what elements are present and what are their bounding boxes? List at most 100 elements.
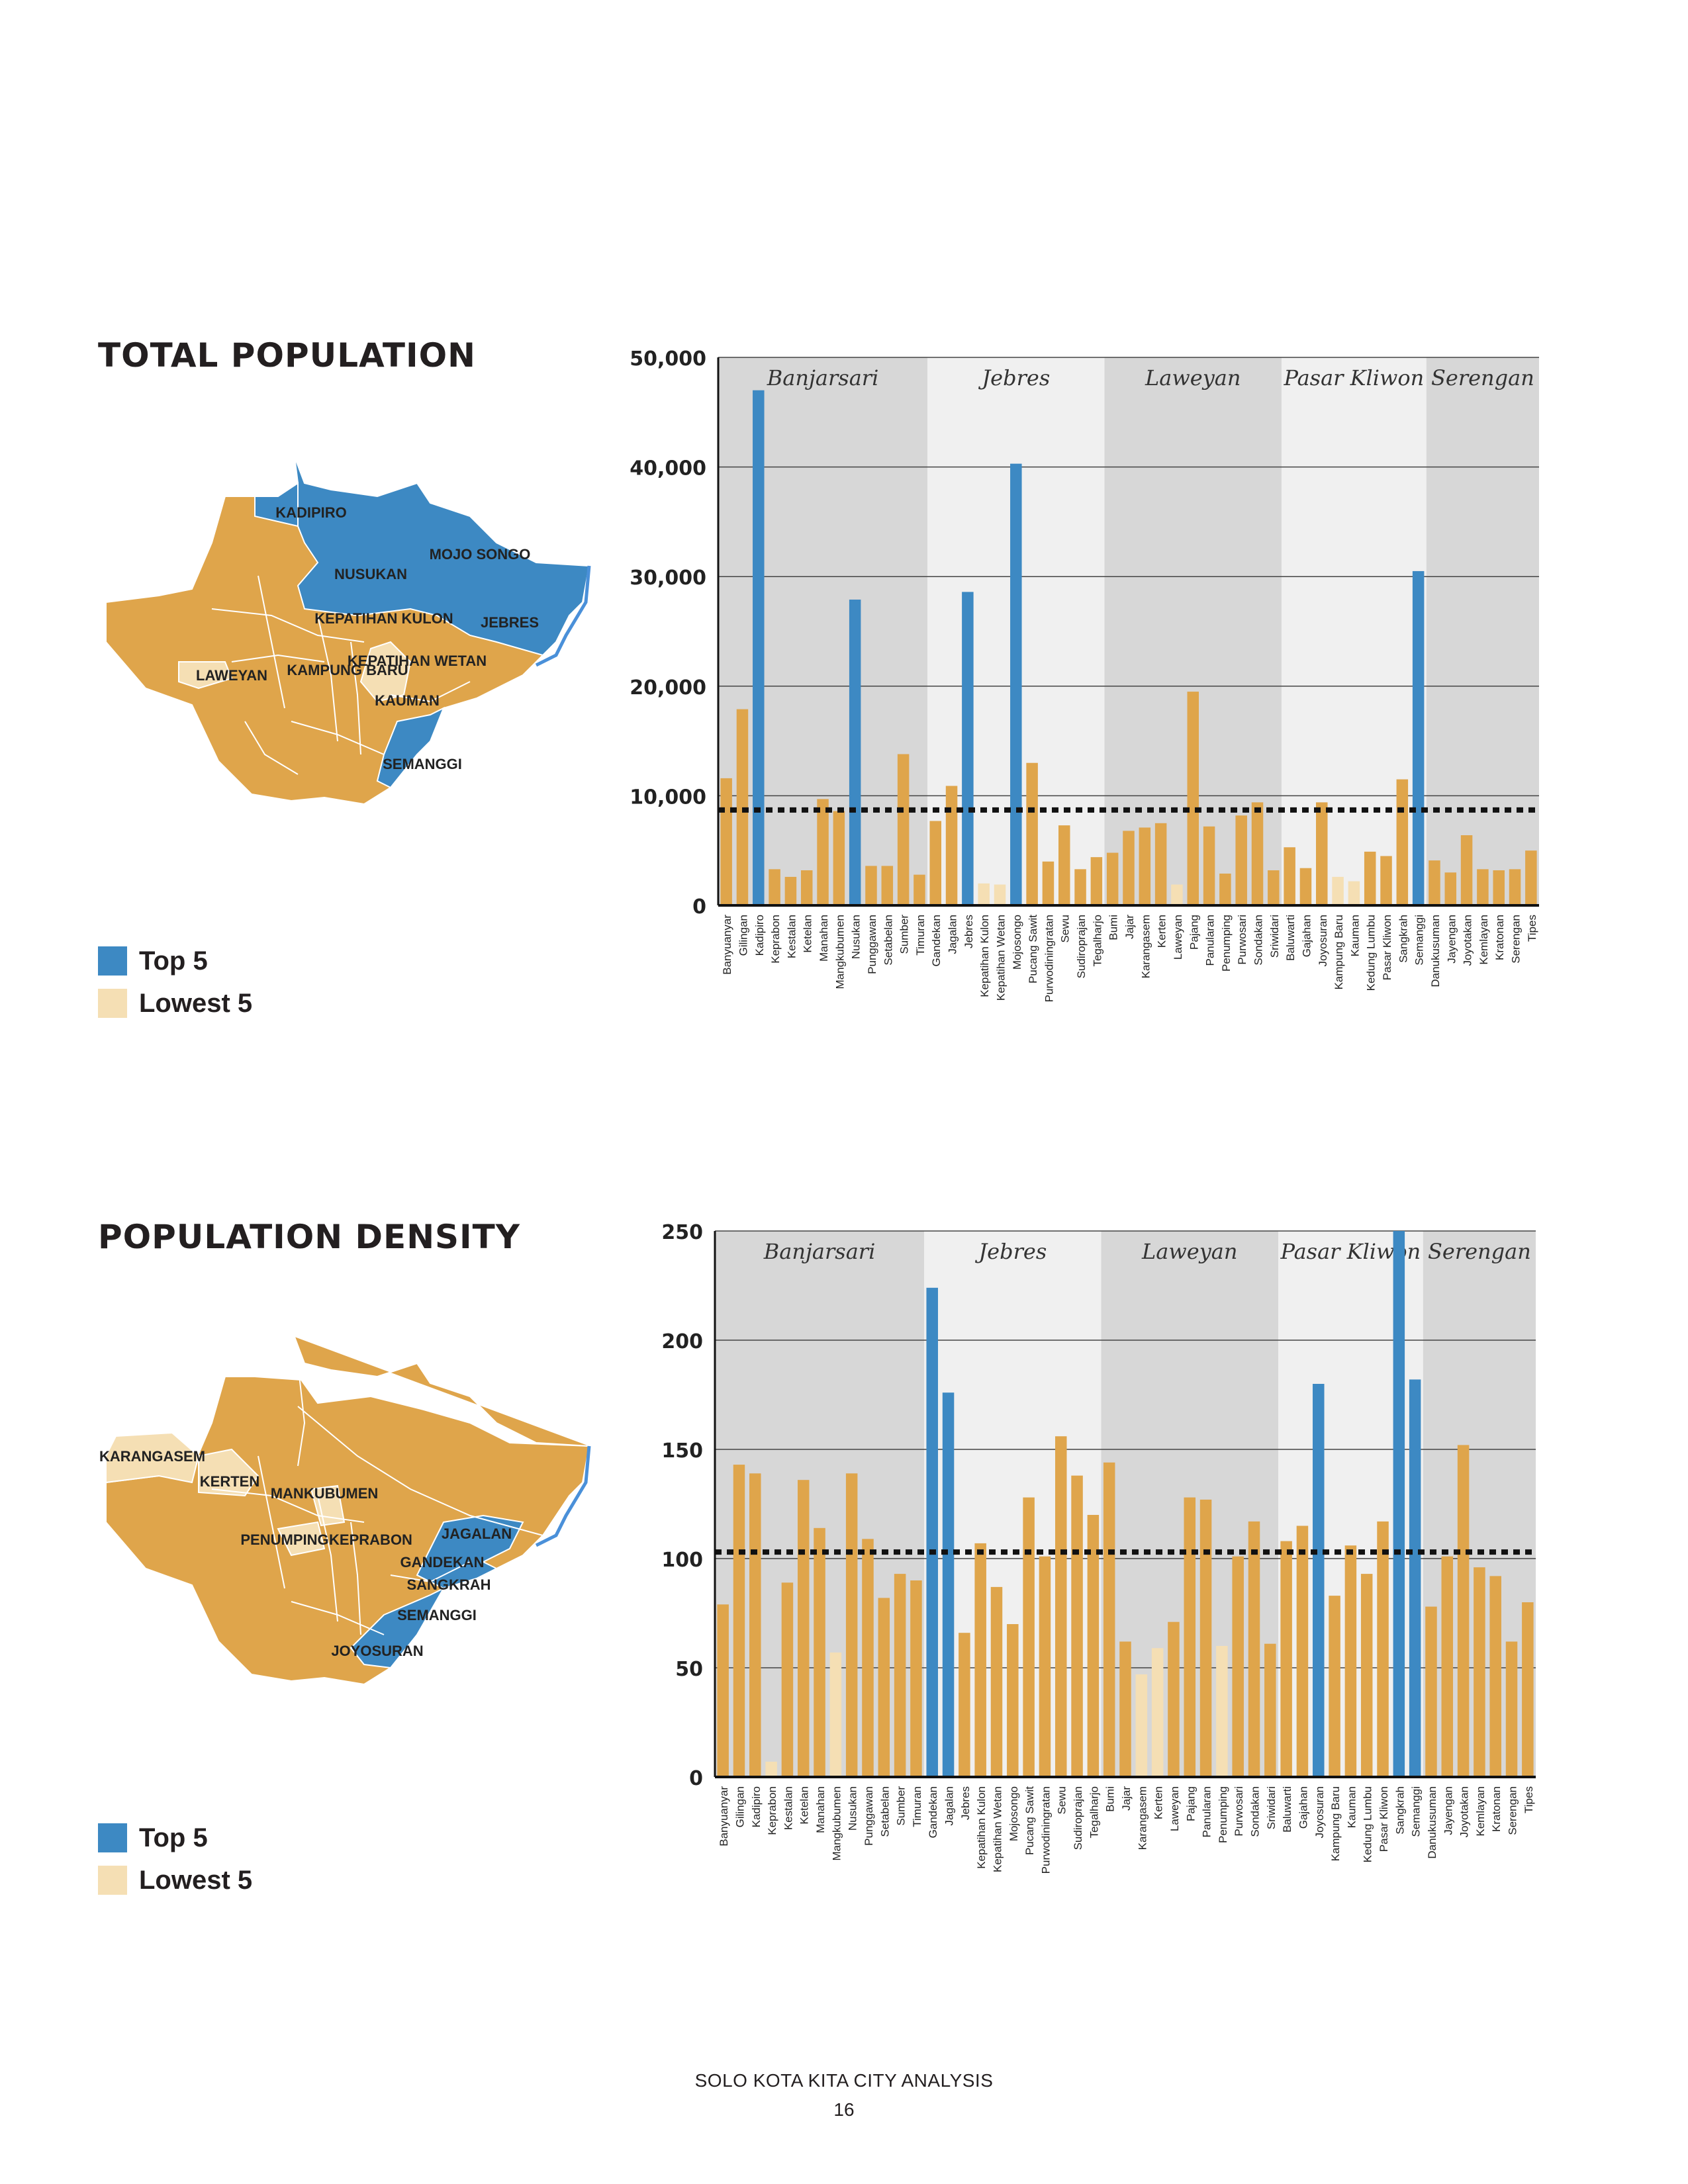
bar-kampung-baru (1332, 876, 1344, 905)
legend-swatch-lowest (98, 1866, 127, 1895)
bar-timuran (910, 1580, 922, 1777)
bar-pajang (1184, 1497, 1196, 1777)
x-tick-label: Kauman (1345, 1786, 1358, 1828)
bar-jayengan (1444, 872, 1457, 905)
x-tick-label: Manahan (818, 915, 830, 962)
total-population-map: KADIPIRO MOJO SONGO NUSUKAN JEBRES SEMAN… (105, 456, 591, 805)
bar-serengan (1509, 869, 1521, 905)
bar-kedung-lumbu (1364, 851, 1376, 905)
bar-gilingan (736, 709, 749, 905)
x-tick-label: Karangasem (1136, 1786, 1149, 1850)
x-tick-label: Keprabon (766, 1786, 778, 1835)
group-label-banjarsari: Banjarsari (767, 365, 879, 390)
map-region-lowest-kerten (198, 1448, 259, 1497)
bar-joyotakan (1457, 1445, 1470, 1777)
x-tick-label: Jajar (1123, 915, 1136, 939)
x-tick-label: Manahan (814, 1786, 827, 1833)
x-tick-label: Gajahan (1300, 915, 1313, 957)
bar-kratonan (1493, 870, 1505, 905)
x-tick-label: Kepatihan Kulon (978, 915, 991, 997)
bar-joyosuran (1316, 802, 1328, 905)
bar-jebres (962, 592, 974, 905)
bar-gandekan (929, 821, 941, 905)
x-tick-label: Jagalan (947, 915, 959, 954)
x-tick-label: Purwosari (1233, 1786, 1245, 1837)
total-population-chart: Banjarsari Jebres Laweyan Pasar Kliwon Seren… (630, 347, 1539, 1002)
bar-keprabon (769, 869, 780, 905)
x-tick-label: Jebres (959, 1786, 972, 1820)
map-label-mojo-songo: MOJO SONGO (430, 546, 531, 563)
map-label-joyosuran: JOYOSURAN (331, 1643, 423, 1659)
bar-gajahan (1299, 868, 1312, 905)
x-tick-label: Serengan (1510, 915, 1523, 964)
population-density-map: JAGALAN GANDEKAN SANGKRAH SEMANGGI JOYOS… (99, 1336, 591, 1686)
bar-kemlayan (1474, 1567, 1485, 1777)
map-label-sangkrah: SANGKRAH (406, 1576, 491, 1593)
bar-purwodiningratan (1039, 1556, 1051, 1777)
bar-danukusuman (1425, 1606, 1437, 1777)
x-tick-label: Timuran (914, 915, 927, 956)
map-label-gandekan: GANDEKAN (400, 1554, 484, 1570)
bar-jebres (959, 1633, 970, 1777)
x-tick-label: Kemlayan (1474, 1786, 1487, 1837)
x-tick-label: Laweyan (1168, 1786, 1181, 1831)
bar-kepatihan-kulon (978, 883, 990, 905)
x-tick-label: Karangasem (1139, 915, 1152, 978)
bar-tipes (1525, 850, 1537, 905)
y-tick-label: 40,000 (630, 457, 706, 480)
legend-swatch-lowest (98, 989, 127, 1018)
bar-pucang-sawit (1023, 1497, 1035, 1777)
x-tick-label: Purwodiningratan (1039, 1786, 1052, 1874)
bar-sumber (894, 1574, 906, 1777)
group-label-pasar-kliwon: Pasar Kliwon (1284, 365, 1425, 390)
legend-label-top: Top 5 (139, 1823, 208, 1852)
x-tick-label: Nusukan (850, 915, 863, 959)
bar-kedung-lumbu (1360, 1574, 1373, 1777)
x-tick-label: Setabelan (878, 1786, 891, 1837)
bar-serengan (1505, 1641, 1518, 1777)
x-tick-label: Sondakan (1249, 1786, 1262, 1837)
bar-sangkrah (1393, 1231, 1405, 1777)
map-label-kauman: KAUMAN (375, 692, 440, 709)
bar-bumi (1106, 852, 1119, 905)
bar-laweyan (1171, 884, 1183, 905)
legend-item-top: Top 5 (98, 1817, 252, 1859)
x-tick-label: Kerten (1156, 915, 1168, 948)
bar-laweyan (1168, 1621, 1180, 1777)
x-tick-label: Jajar (1120, 1786, 1133, 1811)
map-label-laweyan: LAWEYAN (196, 667, 267, 684)
bar-karangasem (1139, 827, 1151, 905)
group-label-laweyan: Laweyan (1145, 365, 1241, 390)
x-tick-label: Nusukan (847, 1786, 859, 1831)
bar-sewu (1058, 825, 1070, 905)
footer-page-number: 16 (833, 2099, 855, 2120)
bar-pucang-sawit (1026, 762, 1038, 905)
y-tick-label: 20,000 (630, 676, 706, 700)
x-tick-label: Sondakan (1252, 915, 1265, 966)
bar-kestalan (784, 876, 797, 905)
bar-mangkubumen (833, 811, 845, 905)
x-tick-label: Kampung Baru (1329, 1786, 1342, 1861)
bar-kadipiro (753, 390, 765, 905)
y-tick-label: 250 (661, 1221, 703, 1244)
x-tick-label: Setabelan (882, 915, 894, 966)
x-tick-label: Kemlayan (1477, 915, 1490, 965)
map-label-kepatihan-kulon: KEPATIHAN KULON (314, 610, 453, 627)
bar-kepatihan-wetan (990, 1586, 1003, 1777)
x-tick-label: Laweyan (1172, 915, 1184, 960)
y-tick-label: 0 (689, 1767, 703, 1790)
map-region-lowest-penumping (277, 1521, 326, 1557)
bar-baluwarti (1280, 1541, 1292, 1777)
x-tick-label: Jayengan (1442, 1786, 1454, 1835)
x-tick-label: Penumping (1220, 915, 1233, 972)
bar-sondakan (1251, 802, 1264, 905)
bar-semanggi (1409, 1379, 1421, 1777)
bar-tipes (1522, 1602, 1534, 1777)
bar-bumi (1103, 1462, 1115, 1777)
bar-punggawan (865, 866, 877, 905)
x-tick-label: Semanggi (1413, 915, 1426, 966)
group-label-laweyan: Laweyan (1141, 1239, 1237, 1264)
bar-manahan (814, 1527, 825, 1777)
map-label-semanggi: SEMANGGI (383, 756, 462, 772)
bar-karangasem (1135, 1674, 1148, 1777)
